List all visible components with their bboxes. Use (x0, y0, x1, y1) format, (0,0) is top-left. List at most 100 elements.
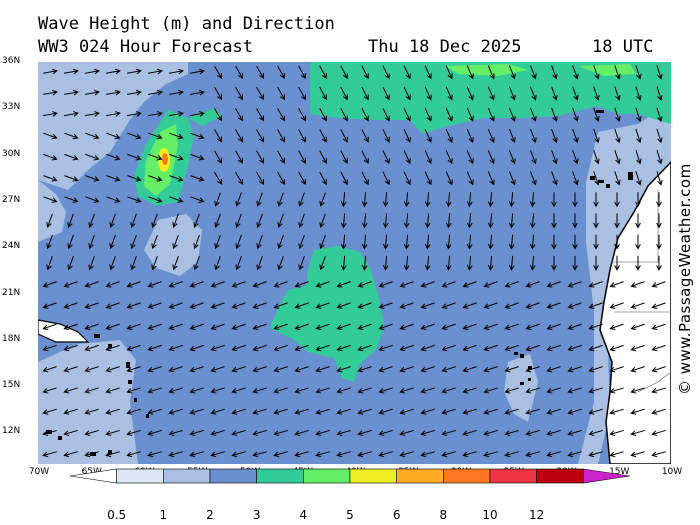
wave-arrow (210, 408, 225, 415)
wave-arrow (614, 234, 620, 250)
wave-arrow (441, 451, 456, 458)
wave-arrow (43, 111, 58, 117)
wave-arrow (42, 302, 57, 309)
wave-arrow (609, 366, 624, 373)
wave-arrow (530, 86, 537, 101)
wave-arrow (508, 107, 516, 122)
wave-arrow (504, 281, 519, 288)
wave-arrow (294, 451, 309, 458)
wave-arrow (190, 153, 205, 161)
latitude-label: 33N (2, 102, 21, 113)
wave-arrow (256, 150, 265, 164)
wave-arrow (151, 256, 158, 271)
wave-arrow (214, 150, 223, 164)
wave-arrow (546, 387, 561, 394)
wave-arrow (504, 344, 519, 352)
wave-arrow (231, 344, 246, 352)
wave-arrow (210, 281, 225, 288)
wave-arrow (273, 323, 288, 331)
africa-landmass (599, 160, 671, 464)
wave-arrow (445, 86, 453, 101)
wave-arrow (127, 132, 142, 140)
wave-arrow (424, 86, 432, 101)
wave-arrow (213, 171, 223, 185)
wave-arrow (630, 344, 645, 352)
wave-arrow (483, 302, 498, 309)
scale-tick-label: 0.5 (107, 508, 127, 522)
wave-arrow (609, 323, 624, 331)
wave-arrow (235, 192, 242, 207)
wave-arrow (445, 213, 452, 229)
wave-map[interactable] (38, 62, 671, 464)
wave-arrow (64, 153, 79, 161)
wave-arrow (85, 196, 100, 203)
scale-tick-label: 2 (206, 508, 214, 522)
scale-band (70, 468, 117, 484)
wave-arrow (85, 68, 100, 75)
wave-arrow (252, 323, 267, 331)
wave-arrow (361, 129, 369, 143)
wave-arrow (298, 129, 306, 143)
wave-arrow (635, 213, 641, 229)
wave-arrow (508, 65, 516, 80)
wave-arrow (656, 213, 662, 229)
wave-arrow (508, 213, 515, 229)
wave-arrow (336, 366, 351, 373)
wave-arrow (256, 86, 265, 101)
scale-band (163, 468, 211, 484)
wave-arrow (572, 107, 579, 122)
wave-arrow (588, 408, 603, 415)
wave-arrow (336, 302, 351, 309)
scale-tick-label: 10 (482, 508, 498, 522)
wave-arrow (382, 150, 390, 165)
wave-arrow (378, 323, 393, 331)
wave-arrow (277, 129, 285, 143)
wave-arrow (168, 323, 183, 331)
wave-arrow (106, 175, 121, 182)
wave-arrow (525, 366, 540, 373)
wave-arrow (172, 256, 179, 271)
wave-arrow (151, 234, 158, 250)
latitude-label: 24N (2, 241, 21, 252)
wave-arrow (319, 213, 326, 228)
wave-arrow (588, 344, 603, 352)
wave-arrow (424, 150, 432, 165)
wave-arrow (635, 128, 642, 144)
wave-arrow (85, 89, 100, 96)
wave-arrow (67, 234, 74, 250)
wave-arrow (651, 302, 666, 309)
wave-arrow (441, 281, 456, 288)
wave-arrow (424, 171, 432, 186)
wave-arrow (210, 429, 225, 436)
wave-arrow (357, 366, 372, 373)
wave-arrow (106, 153, 121, 161)
wave-arrow (42, 429, 57, 436)
wave-arrow (656, 107, 663, 123)
latitude-label: 15N (2, 380, 21, 391)
wave-arrow (551, 171, 558, 186)
wave-arrow (319, 256, 326, 271)
wave-arrow (593, 150, 600, 165)
wave-arrow (105, 387, 120, 394)
wave-arrow (231, 366, 246, 373)
wave-arrow (315, 408, 330, 415)
wave-arrow (106, 132, 121, 140)
wave-arrow (298, 150, 306, 164)
wave-arrow (593, 213, 599, 229)
wave-arrow (378, 302, 393, 309)
wave-arrow (551, 234, 557, 250)
wave-arrow (127, 153, 142, 161)
wave-arrow (508, 150, 516, 165)
wave-arrow (63, 366, 78, 373)
wave-arrow (106, 68, 121, 75)
wave-arrow (593, 192, 599, 208)
wave-arrow (420, 344, 435, 352)
wave-arrow (525, 323, 540, 331)
wave-arrow (399, 323, 414, 331)
wave-arrow (252, 408, 267, 415)
wave-arrow (64, 196, 79, 203)
wave-arrow (235, 150, 244, 164)
wave-arrow (504, 366, 519, 373)
wave-arrow (84, 302, 99, 309)
wave-arrow (109, 256, 116, 271)
